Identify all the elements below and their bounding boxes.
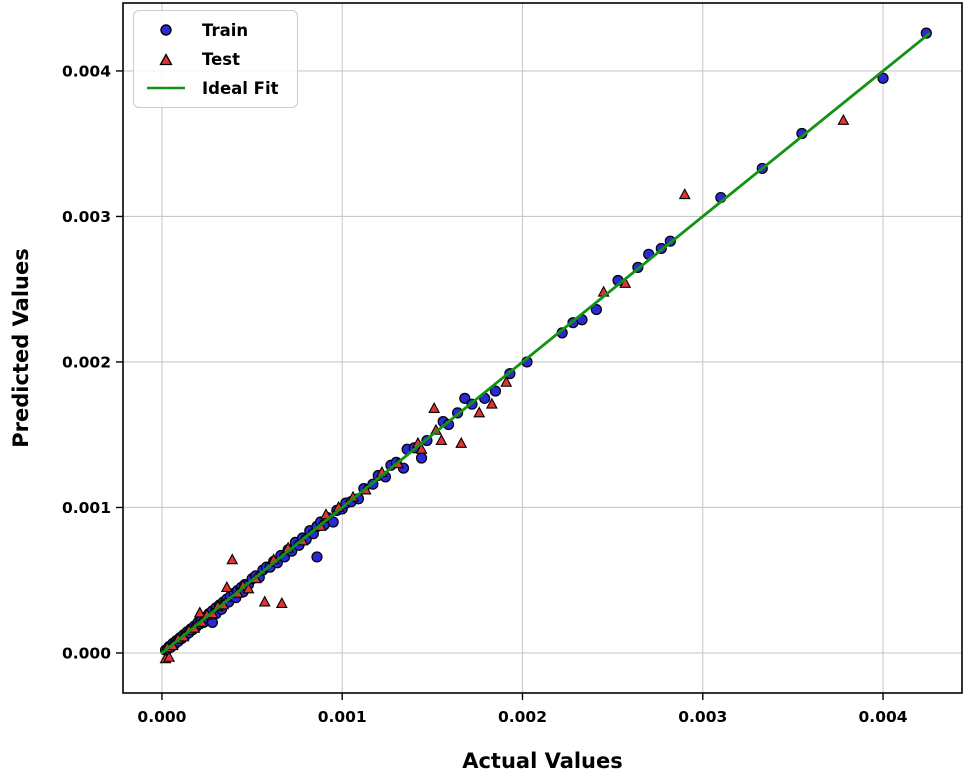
test-marker-icon: [144, 52, 188, 66]
legend-item-ideal-fit: Ideal Fit: [144, 76, 279, 100]
legend-item-test: Test: [144, 47, 279, 71]
ideal-fit-line: [160, 32, 931, 655]
y-tick-label: 0.003: [62, 208, 111, 226]
legend-label-ideal-fit: Ideal Fit: [202, 78, 279, 98]
x-tick-label: 0.002: [498, 708, 547, 726]
x-tick-label: 0.004: [859, 708, 908, 726]
grid-lines: [123, 3, 962, 693]
y-tick-label: 0.004: [62, 62, 111, 80]
x-tick-label: 0.003: [678, 708, 727, 726]
x-axis-label: Actual Values: [462, 749, 623, 773]
train-marker-icon: [144, 23, 188, 37]
legend-item-train: Train: [144, 18, 279, 42]
legend: Train Test Ideal Fit: [133, 10, 298, 108]
y-tick-label: 0.000: [62, 644, 111, 662]
ideal-fit-line-icon: [144, 85, 188, 91]
plot-border: [122, 2, 963, 694]
y-axis-label: Predicted Values: [9, 248, 33, 447]
y-tick-label: 0.002: [62, 353, 111, 371]
legend-label-test: Test: [202, 49, 240, 69]
y-tick-label: 0.001: [62, 499, 111, 517]
legend-label-train: Train: [202, 20, 249, 40]
x-tick-label: 0.001: [318, 708, 367, 726]
axis-ticks: 0.000 0.001 0.002 0.003 0.004 0.000 0.001 0.002…: [62, 62, 908, 726]
x-tick-label: 0.000: [137, 708, 186, 726]
